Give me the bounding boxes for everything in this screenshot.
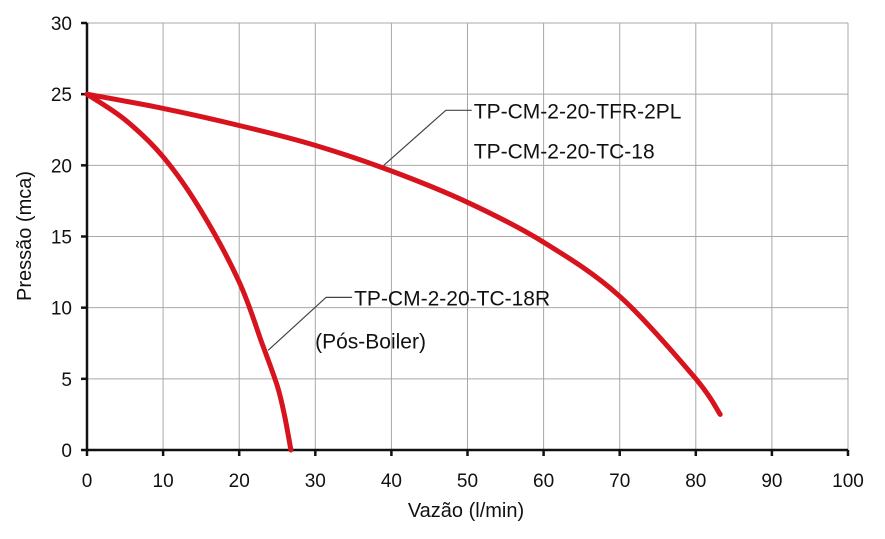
y-tick-label-2: 10: [51, 299, 72, 320]
y-tick-label-3: 15: [51, 228, 72, 249]
x-tick-label-10: 100: [832, 471, 864, 492]
grid: [87, 22, 849, 450]
annotations: TP-CM-2-20-TFR-2PL TP-CM-2-20-TC-18 TP-CM-…: [267, 100, 682, 353]
annotation-0-line-0: TP-CM-2-20-TFR-2PL: [474, 100, 682, 123]
x-tick-label-0: 0: [82, 471, 93, 492]
y-tick-label-4: 20: [51, 156, 72, 177]
x-tick-label-8: 80: [685, 471, 706, 492]
series: [84, 91, 723, 453]
series-line-0: [84, 91, 723, 417]
x-tick-label-3: 30: [305, 471, 326, 492]
x-tick-label-6: 60: [533, 471, 554, 492]
series-line-1: [84, 91, 294, 453]
annotation-0-line-1: TP-CM-2-20-TC-18: [474, 140, 655, 163]
x-tick-label-2: 20: [229, 471, 250, 492]
y-tick-label-1: 5: [61, 370, 72, 391]
x-tick-label-7: 70: [609, 471, 630, 492]
y-tick-label-6: 30: [51, 14, 72, 35]
y-tick-labels: 0 5 10 15 20 25 30: [51, 14, 72, 462]
x-tick-label-1: 10: [153, 471, 174, 492]
annotation-leader-1: [267, 296, 353, 351]
x-tick-labels: 0 10 20 30 40 50 60 70 80 90 100: [82, 471, 864, 492]
x-tick-label-5: 50: [457, 471, 478, 492]
x-axis-title: Vazão (l/min): [408, 500, 524, 522]
annotation-1-line-0: TP-CM-2-20-TC-18R: [354, 287, 550, 310]
annotation-1-line-1: (Pós-Boiler): [315, 330, 426, 353]
x-tick-label-4: 40: [381, 471, 402, 492]
y-axis-title: Pressão (mca): [14, 171, 36, 301]
y-tick-label-5: 25: [51, 85, 72, 106]
x-tick-label-9: 90: [761, 471, 782, 492]
axes: [81, 21, 850, 456]
annotation-leader-0: [383, 109, 472, 166]
y-tick-label-0: 0: [61, 441, 72, 462]
